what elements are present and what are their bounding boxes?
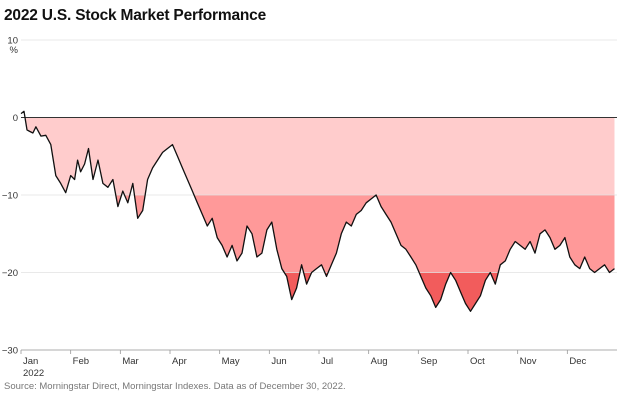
- chart-title: 2022 U.S. Stock Market Performance: [4, 7, 266, 24]
- y-tick-label-2: −10: [2, 191, 18, 202]
- source-note: Source: Morningstar Direct, Morningstar …: [4, 381, 346, 392]
- y-axis-ticks: 10 0 −10 −20 −30: [2, 36, 18, 357]
- x-tick-label-6: Jul: [321, 356, 333, 367]
- y-axis-unit-label: %: [10, 45, 19, 56]
- x-axis-ticks: Jan Feb Mar Apr May Jun Jul Aug Sep Oct Nov Dec: [20, 350, 586, 367]
- x-tick-label-11: Dec: [569, 356, 586, 367]
- y-tick-label-1: 0: [13, 113, 18, 124]
- x-tick-label-9: Oct: [470, 356, 485, 367]
- x-axis-year-label: 2022: [23, 368, 44, 379]
- shaded-bands: [21, 117, 615, 312]
- y-tick-label-3: −20: [2, 268, 18, 279]
- x-tick-label-10: Nov: [520, 356, 537, 367]
- x-tick-label-7: Aug: [371, 356, 388, 367]
- x-tick-label-3: Apr: [172, 356, 187, 367]
- band-0-to-minus-10: [21, 117, 615, 195]
- x-tick-label-8: Sep: [420, 356, 437, 367]
- x-tick-label-0: Jan: [23, 356, 38, 367]
- x-tick-label-5: Jun: [271, 356, 286, 367]
- band-below-minus-20: [21, 272, 615, 312]
- x-tick-label-2: Mar: [122, 356, 138, 367]
- x-tick-label-4: May: [222, 356, 240, 367]
- performance-line: [20, 110, 615, 312]
- y-tick-label-0: 10: [7, 36, 18, 47]
- band-minus-10-to-minus-20: [21, 195, 615, 273]
- x-tick-label-1: Feb: [73, 356, 89, 367]
- gridlines: [21, 39, 617, 351]
- y-tick-label-4: −30: [2, 346, 18, 357]
